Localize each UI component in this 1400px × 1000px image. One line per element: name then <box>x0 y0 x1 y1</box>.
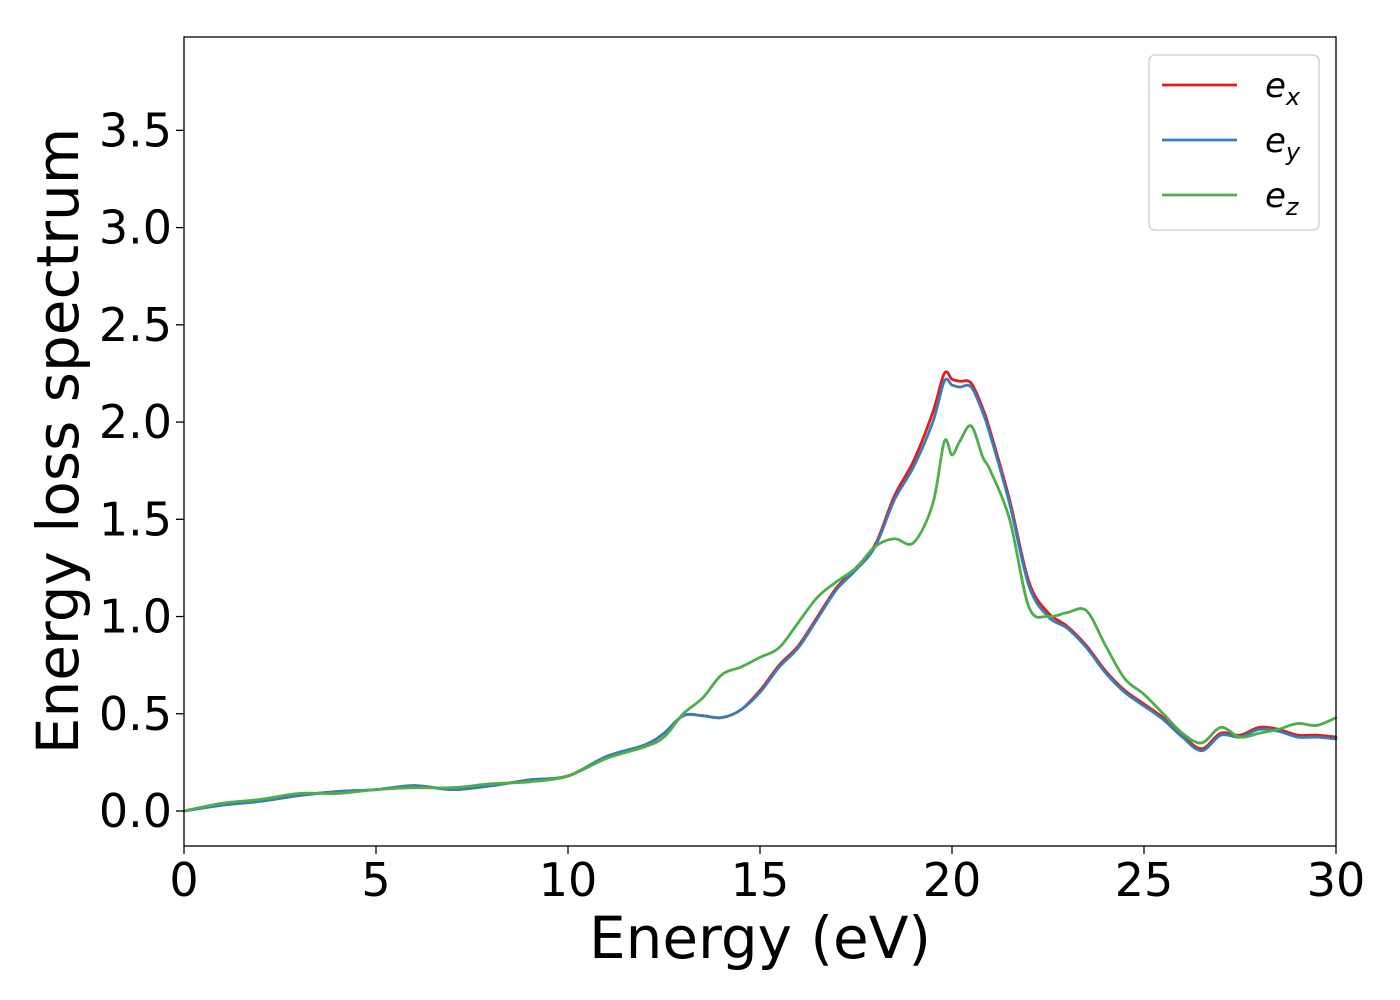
y-tick-label: 2.5 <box>99 298 172 352</box>
y-tick-label: 0.0 <box>99 784 172 838</box>
x-tick-label: 0 <box>169 853 198 907</box>
y-tick-label: 0.5 <box>99 687 172 741</box>
plot-background <box>184 37 1336 846</box>
legend-box <box>1148 54 1320 231</box>
x-tick-label: 10 <box>539 853 598 907</box>
x-tick-label: 25 <box>1115 853 1174 907</box>
x-tick-label: 30 <box>1307 853 1366 907</box>
legend-entry: ex <box>1265 66 1301 111</box>
x-axis: 0 5 10 15 20 25 30 <box>169 846 1365 907</box>
y-tick-label: 2.0 <box>99 395 172 449</box>
legend-entry: ey <box>1265 121 1301 166</box>
y-tick-label: 3.5 <box>99 103 172 157</box>
x-axis-label: Energy (eV) <box>589 904 931 972</box>
legend-entry: ez <box>1265 176 1300 221</box>
y-tick-label: 3.0 <box>99 201 172 255</box>
y-tick-label: 1.0 <box>99 590 172 644</box>
series-line-e-z <box>182 424 1338 813</box>
legend: ex ey ez <box>1148 54 1320 231</box>
x-tick-label: 5 <box>361 853 390 907</box>
series-layer <box>182 370 1338 813</box>
y-tick-label: 1.5 <box>99 492 172 546</box>
y-axis: 0.0 0.5 1.0 1.5 2.0 2.5 3.0 3.5 <box>99 103 184 838</box>
y-axis-label: Energy loss spectrum <box>24 128 92 754</box>
x-tick-label: 15 <box>731 853 790 907</box>
x-tick-label: 20 <box>923 853 982 907</box>
